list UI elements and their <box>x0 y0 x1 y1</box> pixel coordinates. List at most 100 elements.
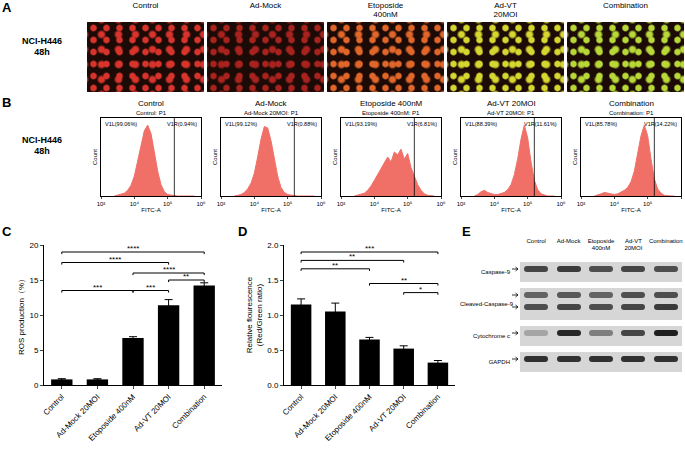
svg-text:Ad-VT 20MOI: Ad-VT 20MOI <box>367 392 408 433</box>
svg-text:V1L(93.19%): V1L(93.19%) <box>345 121 377 127</box>
svg-text:10³: 10³ <box>577 201 586 207</box>
svg-text:10⁵: 10⁵ <box>163 201 173 207</box>
svg-text:V1R(0.88%): V1R(0.88%) <box>287 121 317 127</box>
svg-text:Count: Count <box>92 149 98 165</box>
html-text:Etoposide 400nM: Etoposide 400nM <box>587 238 615 251</box>
svg-text:10⁵: 10⁵ <box>283 201 293 207</box>
svg-text:***: *** <box>93 283 102 292</box>
svg-text:10⁵: 10⁵ <box>523 201 533 207</box>
svg-text:**: ** <box>332 261 338 270</box>
svg-text:FITC-A: FITC-A <box>261 207 280 213</box>
html-text:NCI-H446 48h: NCI-H446 48h <box>22 36 62 57</box>
svg-text:2.0: 2.0 <box>267 241 279 250</box>
svg-text:Relative flourescence(Red/Gree: Relative flourescence(Red/Green ratio) <box>245 276 264 353</box>
html-text:Etoposide 400nM: Etoposide 400nM <box>367 1 404 19</box>
svg-text:Ad-Mock 20MOI: Ad-Mock 20MOI <box>292 392 339 439</box>
svg-text:Control: Control <box>281 392 306 417</box>
svg-text:10³: 10³ <box>217 201 226 207</box>
svg-text:5: 5 <box>34 346 39 355</box>
svg-text:****: **** <box>163 265 175 274</box>
svg-text:Count: Count <box>332 149 338 165</box>
svg-text:V1R(11.61%): V1R(11.61%) <box>524 121 557 127</box>
html-text:Ad-VT 20MOI: Ad-VT 20MOI <box>624 238 643 251</box>
svg-text:V1L(99.12%): V1L(99.12%) <box>225 121 257 127</box>
svg-text:Etoposide 400nM: Etoposide 400nM <box>323 392 374 443</box>
svg-text:0.5: 0.5 <box>267 346 279 355</box>
svg-text:10⁴: 10⁴ <box>130 201 140 207</box>
svg-text:Count: Count <box>212 149 218 165</box>
svg-text:Control: Control <box>138 99 164 108</box>
svg-text:10³: 10³ <box>457 201 466 207</box>
svg-text:FITC-A: FITC-A <box>501 207 520 213</box>
svg-text:Ad-VT 20MOI: P1: Ad-VT 20MOI: P1 <box>487 110 535 116</box>
svg-text:10³: 10³ <box>97 201 106 207</box>
svg-text:1.0: 1.0 <box>267 311 279 320</box>
svg-text:0.0: 0.0 <box>267 381 279 390</box>
svg-text:V1L(85.78%): V1L(85.78%) <box>585 121 617 127</box>
svg-text:****: **** <box>109 255 121 264</box>
svg-text:Etoposide 400nM: P1: Etoposide 400nM: P1 <box>362 110 420 116</box>
svg-text:20: 20 <box>29 241 38 250</box>
html-text:Ad-Mock: Ad-Mock <box>556 238 581 244</box>
svg-text:FITC-A: FITC-A <box>621 207 640 213</box>
svg-text:Etoposide 400nM: Etoposide 400nM <box>87 392 138 443</box>
svg-text:Ad-Mock: Ad-Mock <box>255 99 288 108</box>
svg-text:**: ** <box>401 276 407 285</box>
html-text:B: B <box>2 95 12 110</box>
svg-text:10⁶: 10⁶ <box>556 201 566 207</box>
html-text:E: E <box>462 224 471 239</box>
svg-text:V1L(88.39%): V1L(88.39%) <box>465 121 497 127</box>
svg-text:V1R(6.81%): V1R(6.81%) <box>407 121 437 127</box>
html-text:Caspase-9: Caspase-9 <box>481 269 510 275</box>
svg-text:***: *** <box>365 244 374 253</box>
svg-text:ROS production（%）: ROS production（%） <box>17 275 26 355</box>
svg-text:Control: Control <box>41 392 66 417</box>
svg-text:0: 0 <box>34 381 39 390</box>
html-text:D: D <box>238 224 248 239</box>
svg-text:Etoposide 400nM: Etoposide 400nM <box>360 99 423 108</box>
html-text:Combination: Combination <box>603 1 648 10</box>
svg-text:10⁶: 10⁶ <box>436 201 446 207</box>
svg-text:Combination: Combination <box>404 392 442 430</box>
html-text:A: A <box>2 0 12 15</box>
svg-text:***: *** <box>146 283 155 292</box>
svg-text:10⁴: 10⁴ <box>250 201 260 207</box>
svg-text:1.5: 1.5 <box>267 276 279 285</box>
svg-text:10⁴: 10⁴ <box>490 201 500 207</box>
svg-text:V1L(99.06%): V1L(99.06%) <box>105 121 137 127</box>
svg-text:Ad-Mock 20MOI: Ad-Mock 20MOI <box>54 392 101 439</box>
svg-text:10⁶: 10⁶ <box>196 201 206 207</box>
html-text:Ad-Mock: Ad-Mock <box>249 1 282 10</box>
svg-text:Combination: P1: Combination: P1 <box>609 110 654 116</box>
svg-text:*: * <box>419 285 422 294</box>
svg-text:V1R(14.22%): V1R(14.22%) <box>644 121 677 127</box>
svg-text:10⁵: 10⁵ <box>643 201 653 207</box>
svg-text:**: ** <box>183 272 189 281</box>
svg-text:Control: P1: Control: P1 <box>136 110 167 116</box>
svg-text:Ad-VT 20MOI: Ad-VT 20MOI <box>132 392 173 433</box>
html-text:Control: Control <box>132 1 159 10</box>
svg-text:Combination: Combination <box>170 392 208 430</box>
svg-text:FITC-A: FITC-A <box>141 207 160 213</box>
svg-text:Ad-VT 20MOI: Ad-VT 20MOI <box>487 99 536 108</box>
svg-text:****: **** <box>127 244 139 253</box>
html-text:C: C <box>2 224 12 239</box>
html-text:Ad-VT 20MOI: Ad-VT 20MOI <box>493 1 518 19</box>
svg-text:10⁴: 10⁴ <box>610 201 620 207</box>
html-text:Combination: Combination <box>649 238 683 244</box>
svg-text:10⁴: 10⁴ <box>370 201 380 207</box>
svg-text:Combination: Combination <box>609 99 654 108</box>
html-text:NCI-H446 48h: NCI-H446 48h <box>22 135 62 156</box>
svg-text:10⁵: 10⁵ <box>403 201 413 207</box>
svg-text:Count: Count <box>452 149 458 165</box>
html-text:Control: Control <box>526 238 546 244</box>
svg-text:10³: 10³ <box>337 201 346 207</box>
svg-text:Count: Count <box>572 149 578 165</box>
svg-text:10⁶: 10⁶ <box>316 201 326 207</box>
svg-text:**: ** <box>349 252 355 261</box>
svg-text:15: 15 <box>29 276 38 285</box>
svg-text:Ad-Mock 20MOI: P1: Ad-Mock 20MOI: P1 <box>244 110 299 116</box>
svg-text:V1R(0.94%): V1R(0.94%) <box>167 121 197 127</box>
svg-text:FITC-A: FITC-A <box>381 207 400 213</box>
svg-text:10: 10 <box>29 311 38 320</box>
